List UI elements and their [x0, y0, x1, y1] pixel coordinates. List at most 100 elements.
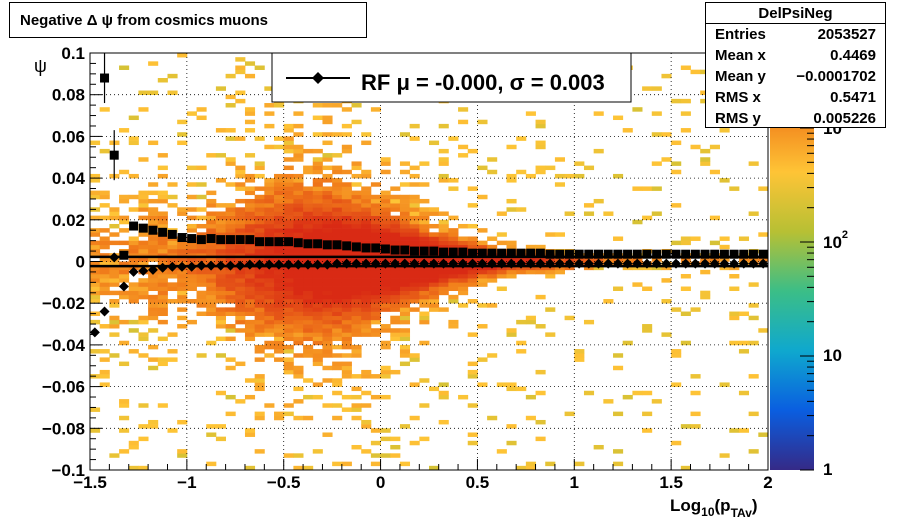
heatmap-cell	[244, 173, 256, 179]
heatmap-cell	[332, 378, 343, 383]
heatmap-cell	[254, 415, 265, 421]
heatmap-cell	[157, 78, 168, 83]
heatmap-cell	[225, 357, 236, 362]
heatmap-cell	[148, 419, 159, 425]
heatmap-cell	[244, 107, 256, 112]
heatmap-cell	[128, 253, 139, 258]
heatmap-cell	[709, 169, 720, 175]
heatmap-cell	[409, 290, 420, 296]
heatmap-cell	[680, 236, 691, 241]
heatmap-cell	[487, 278, 498, 283]
heatmap-cell	[303, 349, 314, 354]
heatmap-cell	[729, 315, 740, 321]
heatmap-cell	[206, 424, 217, 429]
heatmap-cell	[264, 244, 275, 250]
profile-square-marker	[284, 237, 294, 247]
heatmap-cell	[196, 244, 207, 250]
heatmap-cell	[303, 294, 314, 300]
heatmap-cell	[351, 290, 362, 296]
heatmap-cell	[719, 128, 730, 133]
heatmap-cell	[429, 236, 440, 241]
heatmap-cell	[332, 232, 343, 237]
heatmap-cell	[370, 328, 381, 333]
heatmap-cell	[341, 211, 352, 216]
heatmap-cell	[138, 294, 149, 300]
heatmap-cell	[506, 424, 517, 429]
heatmap-cell	[225, 324, 236, 329]
heatmap-cell	[380, 253, 391, 258]
heatmap-cell	[157, 286, 168, 291]
heatmap-cell	[622, 340, 633, 346]
heatmap-cell	[99, 369, 110, 375]
heatmap-cell	[303, 307, 314, 312]
heatmap-cell	[351, 269, 362, 275]
heatmap-cell	[293, 465, 304, 471]
heatmap-cell	[429, 307, 440, 312]
heatmap-cell	[554, 232, 565, 237]
heatmap-cell	[254, 203, 265, 208]
heatmap-cell	[148, 215, 159, 221]
heatmap-cell	[206, 286, 217, 291]
profile-diamond-marker	[535, 258, 546, 269]
heatmap-cell	[109, 261, 120, 266]
heatmap-cell	[322, 299, 333, 304]
heatmap-cell	[215, 203, 226, 208]
heatmap-cell	[148, 61, 159, 66]
heatmap-cell	[99, 286, 110, 291]
heatmap-cell	[138, 315, 149, 321]
heatmap-cell	[661, 132, 672, 137]
heatmap-cell	[225, 282, 236, 287]
heatmap-cell	[90, 194, 101, 200]
heatmap-cell	[332, 332, 343, 337]
heatmap-cell	[322, 315, 333, 321]
heatmap-cell	[429, 140, 440, 146]
heatmap-cell	[341, 307, 352, 312]
heatmap-cell	[341, 328, 352, 333]
heatmap-cell	[603, 399, 614, 404]
stats-title: DelPsiNeg	[706, 3, 885, 24]
heatmap-cell	[293, 336, 304, 342]
profile-square-marker	[332, 240, 342, 250]
heatmap-cell	[332, 390, 343, 396]
heatmap-cell	[244, 286, 256, 291]
heatmap-cell	[119, 128, 130, 133]
heatmap-cell	[119, 290, 130, 296]
heatmap-cell	[496, 232, 507, 237]
heatmap-cell	[90, 244, 101, 250]
heatmap-cell	[380, 344, 391, 350]
heatmap-cell	[264, 253, 275, 258]
heatmap-cell	[651, 399, 662, 404]
heatmap-cell	[332, 203, 343, 208]
profile-diamond-marker	[593, 258, 604, 269]
heatmap-cell	[254, 161, 265, 166]
heatmap-cell	[167, 244, 178, 250]
heatmap-cell	[274, 340, 285, 346]
heatmap-cell	[312, 257, 323, 262]
heatmap-cell	[564, 173, 575, 179]
heatmap-cell	[293, 415, 304, 421]
heatmap-cell	[506, 440, 517, 446]
heatmap-cell	[264, 269, 275, 275]
heatmap-cell	[225, 223, 236, 229]
heatmap-cell	[293, 132, 304, 137]
x-tick-label: 1.5	[659, 473, 683, 492]
heatmap-cell	[458, 236, 469, 241]
heatmap-cell	[361, 223, 372, 229]
heatmap-cell	[380, 207, 391, 212]
heatmap-cell	[138, 198, 149, 204]
heatmap-cell	[264, 123, 275, 129]
heatmap-cell	[235, 90, 246, 95]
heatmap-cell	[293, 223, 304, 229]
heatmap-cell	[283, 157, 294, 162]
heatmap-cell	[399, 461, 411, 467]
heatmap-cell	[264, 319, 275, 325]
heatmap-cell	[293, 453, 304, 458]
heatmap-cell	[264, 144, 275, 150]
heatmap-cell	[361, 282, 372, 287]
heatmap-cell	[535, 169, 546, 175]
heatmap-cell	[303, 236, 314, 241]
profile-diamond-marker	[254, 259, 265, 270]
profile-diamond-marker	[331, 258, 342, 269]
heatmap-cell	[361, 315, 372, 321]
heatmap-cell	[293, 173, 304, 179]
